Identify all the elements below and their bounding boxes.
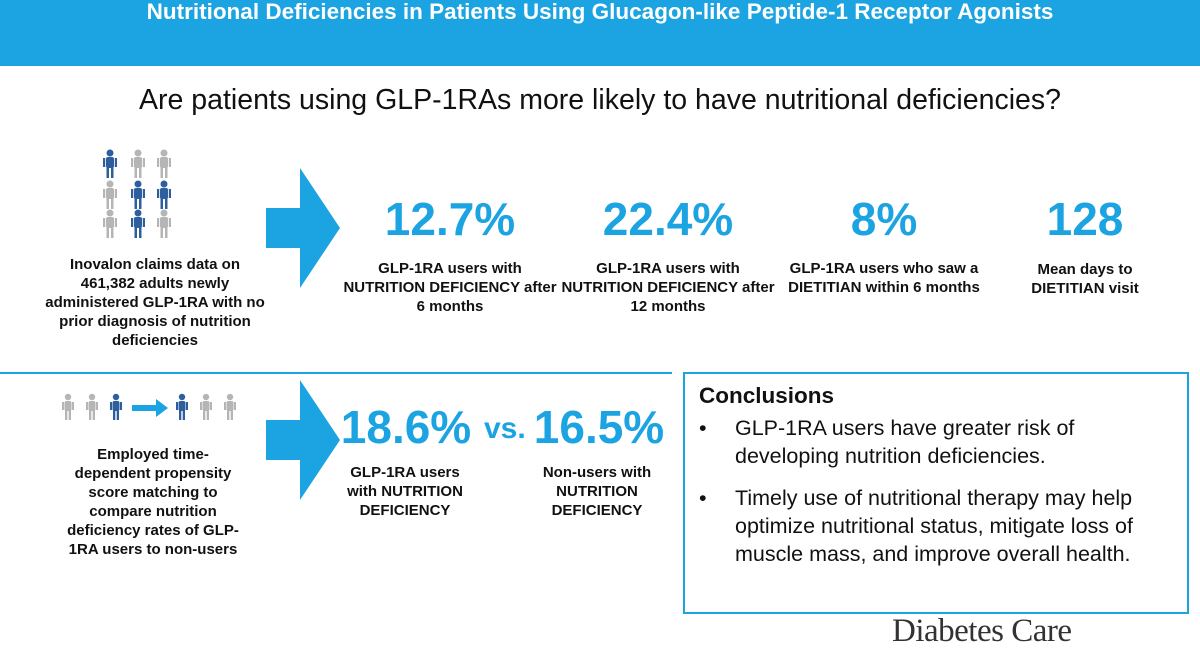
conclusions-box: Conclusions • GLP-1RA users have greater…: [683, 372, 1189, 614]
right-arrow-icon: [132, 399, 168, 417]
main-question: Are patients using GLP-1RAs more likely …: [139, 84, 1061, 116]
person-icon: [157, 180, 171, 209]
comparison-vs: vs.: [484, 412, 526, 445]
stat-label-days: Mean days to DIETITIAN visit: [1031, 261, 1139, 297]
header-band: [0, 0, 1200, 66]
bullet-dot-icon: •: [699, 416, 707, 440]
person-icon: [103, 209, 117, 238]
stat-label-12mo: GLP-1RA users with NUTRITION DEFICIENCY …: [561, 260, 775, 315]
stat-value-12mo: 22.4%: [602, 193, 734, 245]
matching-people-icon: [62, 393, 236, 420]
person-icon: [62, 393, 74, 420]
right-chevron-arrow-icon: [266, 168, 340, 288]
person-icon: [103, 149, 117, 178]
conclusion-bullet-text: GLP-1RA users have greater risk of devel…: [735, 416, 1075, 468]
stat-value-6mo: 12.7%: [384, 193, 516, 245]
person-icon: [131, 209, 145, 238]
person-icon: [131, 180, 145, 209]
person-icon: [224, 393, 236, 420]
person-icon: [157, 209, 171, 238]
conclusions-title: Conclusions: [699, 383, 835, 408]
people-grid-icon: [103, 149, 171, 238]
person-icon: [86, 393, 98, 420]
header-title: Nutritional Deficiencies in Patients Usi…: [146, 0, 1054, 24]
comparison-label-nonusers: Non-users with NUTRITION DEFICIENCY: [542, 464, 652, 519]
right-chevron-arrow-icon: [266, 380, 340, 500]
comparison-value-users: 18.6%: [340, 401, 472, 453]
bullet-dot-icon: •: [699, 486, 707, 510]
person-icon: [131, 149, 145, 178]
stat-value-days: 128: [1046, 193, 1124, 245]
stat-value-dietitian: 8%: [850, 193, 918, 245]
comparison-label-users: GLP-1RA users with NUTRITION DEFICIENCY: [347, 464, 463, 519]
stat-label-dietitian: GLP-1RA users who saw a DIETITIAN within…: [788, 260, 980, 296]
bottom-method-text: Employed time-dependent propensity score…: [67, 446, 239, 558]
comparison-value-nonusers: 16.5%: [533, 401, 665, 453]
top-method-text: Inovalon claims data on 461,382 adults n…: [45, 256, 265, 349]
person-icon: [103, 180, 117, 209]
section-divider: [0, 372, 672, 374]
person-icon: [176, 393, 188, 420]
person-icon: [200, 393, 212, 420]
journal-brand-logo: Diabetes Care: [892, 613, 1072, 649]
conclusion-bullet-text: Timely use of nutritional therapy may he…: [735, 486, 1133, 566]
stat-label-6mo: GLP-1RA users with NUTRITION DEFICIENCY …: [343, 260, 557, 315]
person-icon: [110, 393, 122, 420]
person-icon: [157, 149, 171, 178]
